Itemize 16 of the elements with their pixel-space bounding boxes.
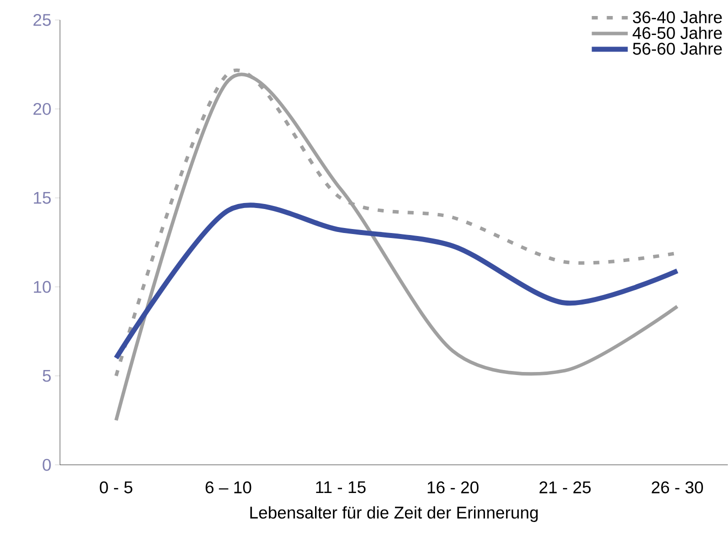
legend-label: 46-50 Jahre	[632, 26, 722, 40]
x-tick-label: 11 - 15	[316, 481, 366, 494]
y-tick-label: 25	[34, 14, 51, 26]
y-tick-label: 20	[34, 103, 51, 116]
x-axis-title: Lebensalter für die Zeit der Erinnerung	[250, 506, 538, 522]
y-tick-label: 0	[42, 458, 51, 471]
x-tick-label: 0 - 5	[100, 481, 132, 494]
x-tick-label: 26 - 30	[652, 481, 703, 494]
x-tick-label: 6 – 10	[206, 481, 252, 494]
legend-label: 56-60 Jahre	[632, 42, 722, 55]
y-tick-label: 10	[34, 280, 51, 293]
legend-label: 36-40 Jahre	[632, 10, 722, 24]
x-tick-label: 16 - 20	[428, 481, 478, 494]
x-tick-label: 21 - 25	[540, 481, 591, 494]
y-tick-label: 15	[34, 192, 51, 204]
y-tick-label: 5	[42, 370, 51, 382]
